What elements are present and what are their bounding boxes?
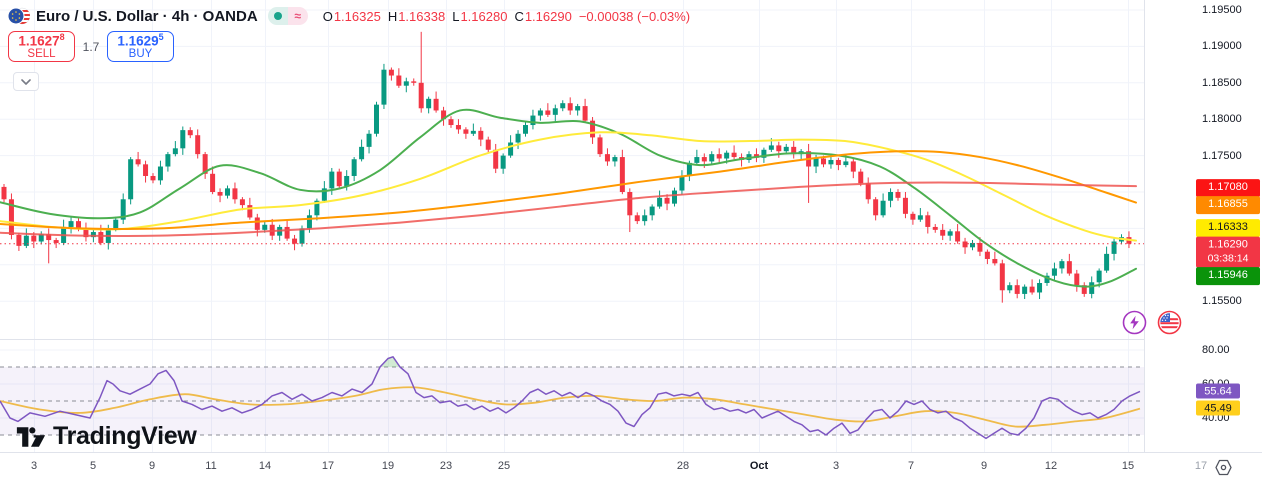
time-axis-label: Oct (749, 460, 769, 472)
price-axis-label: 1.17500 (1202, 149, 1242, 162)
spread-value: 1.7 (82, 39, 100, 54)
time-axis-label: 3 (832, 460, 840, 472)
low-value: 1.16280 (460, 8, 508, 24)
time-axis-label: 23 (439, 460, 453, 472)
time-axis-label: 5 (89, 460, 97, 472)
price-axis-label: 1.19500 (1202, 4, 1242, 16)
rsi-line (0, 356, 1141, 440)
time-axis-label: 25 (497, 460, 511, 472)
price-level-badge: 1.16333 (1196, 219, 1260, 237)
time-axis-label: 17 (1194, 460, 1208, 472)
ma-slowest-red (0, 181, 1137, 238)
time-axis-label: 19 (381, 460, 395, 472)
axis-settings-icon[interactable] (1214, 458, 1233, 477)
time-axis-label: 15 (1121, 460, 1135, 472)
open-value: 1.16325 (333, 8, 381, 24)
ohlc-readout: O 1.16325 H 1.16338 L 1.16280 C 1.16290 −0.0… (316, 9, 690, 24)
time-axis-label: 9 (980, 460, 988, 472)
expand-trade-panel-button[interactable] (13, 72, 39, 91)
tradingview-logo-icon (16, 426, 46, 447)
close-value: 1.16290 (524, 8, 572, 24)
low-label: L (452, 8, 460, 24)
time-axis-label: 12 (1044, 460, 1058, 472)
high-label: H (387, 8, 398, 24)
price-axis-label: 1.15500 (1202, 295, 1242, 308)
candles-layer (1, 31, 1132, 303)
price-level-badge: 1.15946 (1196, 267, 1260, 285)
time-axis-label: 11 (205, 460, 217, 472)
delayed-data-icon: ≈ (287, 7, 308, 25)
market-status-pill[interactable]: ≈ (267, 7, 308, 25)
watermark-text: TradingView (53, 422, 197, 450)
price-axis[interactable]: 1.19500 1.19000 1.18500 1.18000 1.17500 1.155… (1145, 0, 1262, 452)
ma-mid-yellow (0, 131, 1137, 242)
price-axis-label: 1.18000 (1202, 113, 1242, 126)
us-session-flag-icon[interactable] (1157, 310, 1182, 335)
rsi-value-badge: 55.64 (1196, 383, 1240, 399)
close-label: C (514, 8, 524, 24)
buy-button[interactable]: 1.16295 BUY (107, 31, 174, 62)
sell-button[interactable]: 1.16278 SELL (8, 31, 75, 62)
last-price-countdown-badge: 1.16290 03:38:14 (1196, 236, 1260, 268)
time-axis-label: 7 (907, 460, 915, 472)
tradingview-watermark: TradingView (16, 422, 197, 451)
eurusd-pair-icon[interactable] (7, 6, 31, 26)
ma-fast-green (0, 108, 1137, 288)
chevron-down-icon (21, 78, 31, 85)
change-value: −0.00038 (−0.03%) (578, 8, 691, 24)
time-axis-label: 9 (148, 460, 156, 472)
rsi-axis-label: 80.00 (1202, 344, 1230, 356)
time-axis-label: 3 (30, 460, 38, 472)
high-value: 1.16338 (398, 8, 446, 24)
rsi-overbought-fill (380, 356, 400, 367)
time-axis-label: 28 (676, 460, 690, 472)
ma-slow-orange (0, 150, 1137, 231)
price-axis-label: 1.19000 (1202, 40, 1242, 53)
open-label: O (322, 8, 333, 24)
symbol-header: Euro / U.S. Dollar · 4h · OANDA ≈ O 1.163… (7, 5, 690, 27)
rsi-value-badge: 45.49 (1196, 400, 1240, 416)
price-level-badge: 1.16855 (1196, 196, 1260, 214)
time-axis-label: 17 (321, 460, 335, 472)
market-open-icon (267, 7, 288, 25)
symbol-title[interactable]: Euro / U.S. Dollar · 4h · OANDA (36, 7, 258, 25)
price-level-badge: 1.17080 (1196, 179, 1260, 197)
eu-flag-mini (7, 7, 25, 25)
trade-panel: 1.16278 SELL 1.7 1.16295 BUY (8, 31, 174, 62)
time-axis-label: 14 (258, 460, 272, 472)
time-axis[interactable]: 3 5 9 11 14 17 19 23 25 28 Oct 3 7 9 12 15 17 (0, 453, 1262, 487)
instant-order-lightning-icon[interactable] (1122, 310, 1147, 335)
price-axis-label: 1.18500 (1202, 76, 1242, 89)
